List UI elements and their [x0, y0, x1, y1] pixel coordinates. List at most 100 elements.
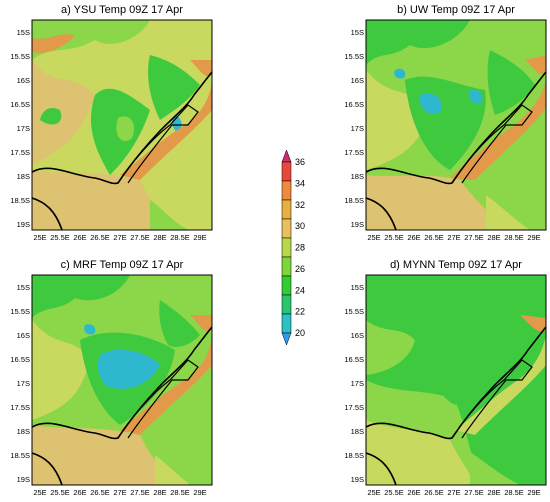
svg-text:16.5S: 16.5S: [10, 355, 30, 364]
svg-text:17S: 17S: [17, 124, 30, 133]
svg-text:25E: 25E: [33, 488, 46, 497]
svg-text:28.5E: 28.5E: [170, 233, 190, 242]
map-frame: [31, 19, 213, 231]
svg-text:15.5S: 15.5S: [10, 52, 30, 61]
svg-text:15S: 15S: [17, 283, 30, 292]
panel-mrf: c) MRF Temp 09Z 17 Apr 15S 15.5S 16S 16.…: [10, 259, 213, 497]
lon-axis: 25E 25.5E 26E 26.5E 27E 27.5E 28E 28.5E …: [367, 488, 540, 497]
svg-text:16S: 16S: [17, 331, 30, 340]
colorbar-segment: [281, 294, 292, 315]
svg-text:18.5S: 18.5S: [10, 196, 30, 205]
svg-text:15.5S: 15.5S: [10, 307, 30, 316]
svg-text:25.5E: 25.5E: [384, 488, 404, 497]
svg-text:26.5E: 26.5E: [424, 488, 444, 497]
svg-text:18S: 18S: [17, 172, 30, 181]
svg-text:17.5S: 17.5S: [344, 403, 364, 412]
map-frame: [31, 274, 213, 486]
colorbar-label: 20: [295, 328, 305, 338]
svg-text:25E: 25E: [33, 233, 46, 242]
colorbar-label: 30: [295, 221, 305, 231]
svg-text:19S: 19S: [351, 220, 364, 229]
svg-text:26E: 26E: [73, 233, 86, 242]
map-frame: [365, 19, 547, 231]
svg-text:25.5E: 25.5E: [50, 233, 70, 242]
lat-axis: 15S 15.5S 16S 16.5S 17S 17.5S 18S 18.5S …: [10, 28, 30, 229]
svg-text:26.5E: 26.5E: [90, 488, 110, 497]
svg-text:28.5E: 28.5E: [170, 488, 190, 497]
svg-text:28E: 28E: [153, 488, 166, 497]
svg-text:17S: 17S: [351, 379, 364, 388]
panel-mynn: d) MYNN Temp 09Z 17 Apr 15S 15.5S 16S 16…: [344, 259, 547, 497]
colorbar-segment: [281, 180, 292, 201]
colorbar-label: 26: [295, 264, 305, 274]
boundary-lines: [366, 71, 546, 230]
svg-text:17.5S: 17.5S: [10, 148, 30, 157]
panel-title: d) MYNN Temp 09Z 17 Apr: [390, 259, 522, 271]
svg-text:26E: 26E: [407, 233, 420, 242]
svg-text:18S: 18S: [351, 172, 364, 181]
svg-text:17.5S: 17.5S: [344, 148, 364, 157]
colorbar: 20 22 24 26 28 30 32 34 36: [281, 149, 305, 346]
panel-uw: b) UW Temp 09Z 17 Apr 15S 15.5S 16S 16.5…: [344, 4, 547, 242]
lon-axis: 25E 25.5E 26E 26.5E 27E 27.5E 28E 28.5E …: [367, 233, 540, 242]
svg-text:19S: 19S: [351, 475, 364, 484]
svg-text:27.5E: 27.5E: [464, 488, 484, 497]
lon-axis: 25E 25.5E 26E 26.5E 27E 27.5E 28E 28.5E …: [33, 488, 206, 497]
svg-text:16.5S: 16.5S: [344, 355, 364, 364]
lon-axis: 25E 25.5E 26E 26.5E 27E 27.5E 28E 28.5E …: [33, 233, 206, 242]
svg-text:27E: 27E: [113, 488, 126, 497]
panel-title: a) YSU Temp 09Z 17 Apr: [61, 4, 183, 16]
svg-text:26E: 26E: [73, 488, 86, 497]
svg-text:16S: 16S: [351, 331, 364, 340]
svg-text:27.5E: 27.5E: [464, 233, 484, 242]
colorbar-segment: [281, 275, 292, 296]
svg-text:19S: 19S: [17, 220, 30, 229]
colorbar-segment: [281, 256, 292, 277]
svg-text:17S: 17S: [17, 379, 30, 388]
lat-axis: 15S 15.5S 16S 16.5S 17S 17.5S 18S 18.5S …: [344, 283, 364, 484]
svg-text:27E: 27E: [447, 233, 460, 242]
svg-text:25E: 25E: [367, 488, 380, 497]
svg-text:15S: 15S: [351, 28, 364, 37]
svg-text:17.5S: 17.5S: [10, 403, 30, 412]
svg-text:16S: 16S: [351, 76, 364, 85]
svg-text:16S: 16S: [17, 76, 30, 85]
colorbar-segment: [281, 161, 292, 182]
svg-text:15.5S: 15.5S: [344, 52, 364, 61]
colorbar-label: 24: [295, 285, 305, 295]
colorbar-segment: [281, 149, 292, 163]
svg-text:18S: 18S: [351, 427, 364, 436]
colorbar-label: 34: [295, 178, 305, 188]
colorbar-segment: [281, 237, 292, 258]
svg-text:18.5S: 18.5S: [344, 196, 364, 205]
panel-ysu: a) YSU Temp 09Z 17 Apr 15S 15.5S 16S: [10, 4, 213, 242]
svg-text:18S: 18S: [17, 427, 30, 436]
boundary-lines: [32, 71, 212, 230]
svg-text:26E: 26E: [407, 488, 420, 497]
colorbar-label: 32: [295, 200, 305, 210]
svg-text:28E: 28E: [487, 233, 500, 242]
colorbar-segments: [281, 149, 292, 346]
map-frame: [365, 274, 547, 486]
lat-axis: 15S 15.5S 16S 16.5S 17S 17.5S 18S 18.5S …: [344, 28, 364, 229]
svg-text:18.5S: 18.5S: [10, 451, 30, 460]
panel-title: b) UW Temp 09Z 17 Apr: [397, 4, 515, 16]
svg-text:27E: 27E: [447, 488, 460, 497]
panel-title: c) MRF Temp 09Z 17 Apr: [61, 259, 184, 271]
svg-text:26.5E: 26.5E: [90, 233, 110, 242]
colorbar-label: 36: [295, 157, 305, 167]
colorbar-segment: [281, 199, 292, 220]
svg-text:15S: 15S: [351, 283, 364, 292]
svg-text:15.5S: 15.5S: [344, 307, 364, 316]
svg-text:29E: 29E: [527, 488, 540, 497]
svg-text:29E: 29E: [193, 488, 206, 497]
svg-text:27E: 27E: [113, 233, 126, 242]
svg-text:15S: 15S: [17, 28, 30, 37]
lat-axis: 15S 15.5S 16S 16.5S 17S 17.5S 18S 18.5S …: [10, 283, 30, 484]
colorbar-label: 28: [295, 243, 305, 253]
svg-text:29E: 29E: [193, 233, 206, 242]
boundary-lines: [32, 326, 212, 485]
svg-text:29E: 29E: [527, 233, 540, 242]
colorbar-segment: [281, 313, 292, 334]
